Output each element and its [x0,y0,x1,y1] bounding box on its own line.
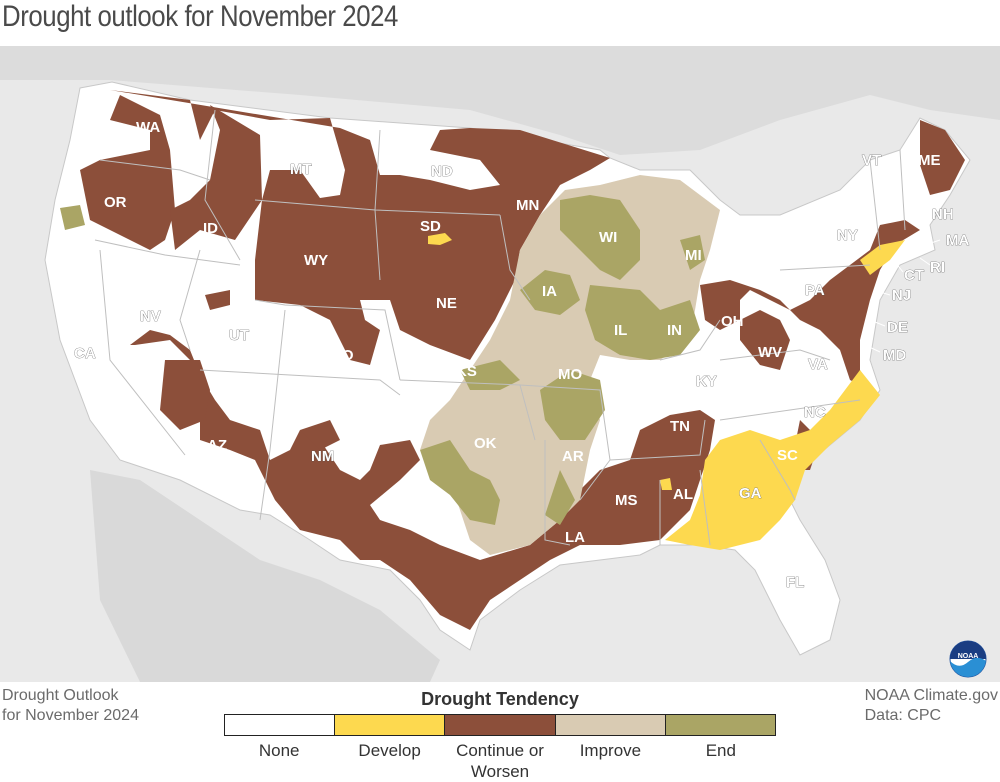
state-label-nj: NJ [892,287,911,304]
state-label-ri: RI [930,259,945,276]
legend-label-continue-text: Continue or Worsen [456,741,544,781]
us-map-svg: WA OR CA ID NV MT WY UT AZ CO NM ND SD N… [0,46,1000,682]
legend-swatch-develop [335,715,446,735]
state-label-in: IN [667,322,682,339]
map-title: Drought outlook for November 2024 [2,0,398,33]
state-label-ut: UT [229,327,249,344]
legend-label-develop: Develop [358,741,421,760]
state-label-al: AL [673,486,693,503]
mexico-region [90,470,440,682]
legend-label-none: None [258,741,300,760]
state-label-mi: MI [685,247,702,264]
state-label-ks: KS [456,363,477,380]
state-label-nd: ND [431,163,453,180]
state-label-co: CO [331,347,354,364]
state-label-nh: NH [932,206,954,223]
legend-labels: None Develop Continue or Worsen Improve … [224,740,776,782]
state-label-sd: SD [420,218,441,235]
state-label-md: MD [883,347,906,364]
footer-left: Drought Outlook for November 2024 [2,686,139,726]
state-boundaries [94,109,906,546]
legend-label-continue: Continue or Worsen [445,740,555,782]
state-label-ky: KY [696,373,717,390]
legend-title: Drought Tendency [421,689,579,709]
state-label-id: ID [203,220,218,237]
state-label-wy: WY [304,252,328,269]
state-label-mo: MO [558,366,582,383]
state-label-wa: WA [136,119,160,136]
legend-swatch-end [665,715,776,735]
state-label-wv: WV [758,344,782,361]
state-label-ca: CA [74,345,96,362]
legend-label-improve: Improve [579,741,642,760]
state-label-ny: NY [837,227,858,244]
state-label-ct: CT [904,267,924,284]
state-label-mn: MN [516,197,539,214]
improve-areas [420,175,720,555]
state-label-ok: OK [474,435,497,452]
state-label-fl: FL [786,574,804,591]
state-labels: WA OR CA ID NV MT WY UT AZ CO NM ND SD N… [74,119,970,591]
state-label-ne: NE [436,295,457,312]
noaa-logo-icon: NOAA [949,640,987,678]
state-label-pa: PA [805,282,825,299]
state-label-sc: SC [777,447,798,464]
legend-swatch-continue [445,715,556,735]
legend-swatch-improve [555,715,666,735]
state-label-ia: IA [542,283,557,300]
state-label-mt: MT [290,161,312,178]
end-areas [60,195,705,525]
state-label-la: LA [565,529,585,546]
footer-right-line1: NOAA Climate.gov [864,687,998,704]
state-label-nm: NM [311,448,334,465]
svg-text:NOAA: NOAA [958,653,979,660]
state-label-wi: WI [599,229,617,246]
drought-map: WA OR CA ID NV MT WY UT AZ CO NM ND SD N… [0,46,1000,682]
state-label-va: VA [808,356,828,373]
state-label-ms: MS [615,492,638,509]
state-label-oh: OH [721,313,744,330]
legend-label-end: End [705,741,736,760]
state-label-me: ME [918,152,941,169]
canada-region [0,46,1000,155]
state-label-ma: MA [946,232,969,249]
state-label-ar: AR [562,448,584,465]
footer-left-line2: for November 2024 [2,707,139,724]
state-leader-lines [864,169,941,353]
footer-right-line2: Data: CPC [864,707,942,724]
footer-left-line1: Drought Outlook [2,687,119,704]
state-label-az: AZ [207,437,227,454]
state-label-nv: NV [140,308,161,325]
legend-swatch-none [225,715,336,735]
state-label-tn: TN [670,418,690,435]
state-label-vt: VT [862,152,881,169]
state-label-or: OR [104,194,127,211]
state-label-de: DE [887,319,908,336]
footer-right: NOAA Climate.gov Data: CPC [865,686,998,726]
state-label-il: IL [614,322,627,339]
state-label-ga: GA [739,485,762,502]
legend: Drought Tendency None Develop Continue o… [224,688,776,782]
state-label-tx: TX [441,521,460,538]
legend-bar [224,714,776,736]
state-label-nc: NC [804,404,826,421]
